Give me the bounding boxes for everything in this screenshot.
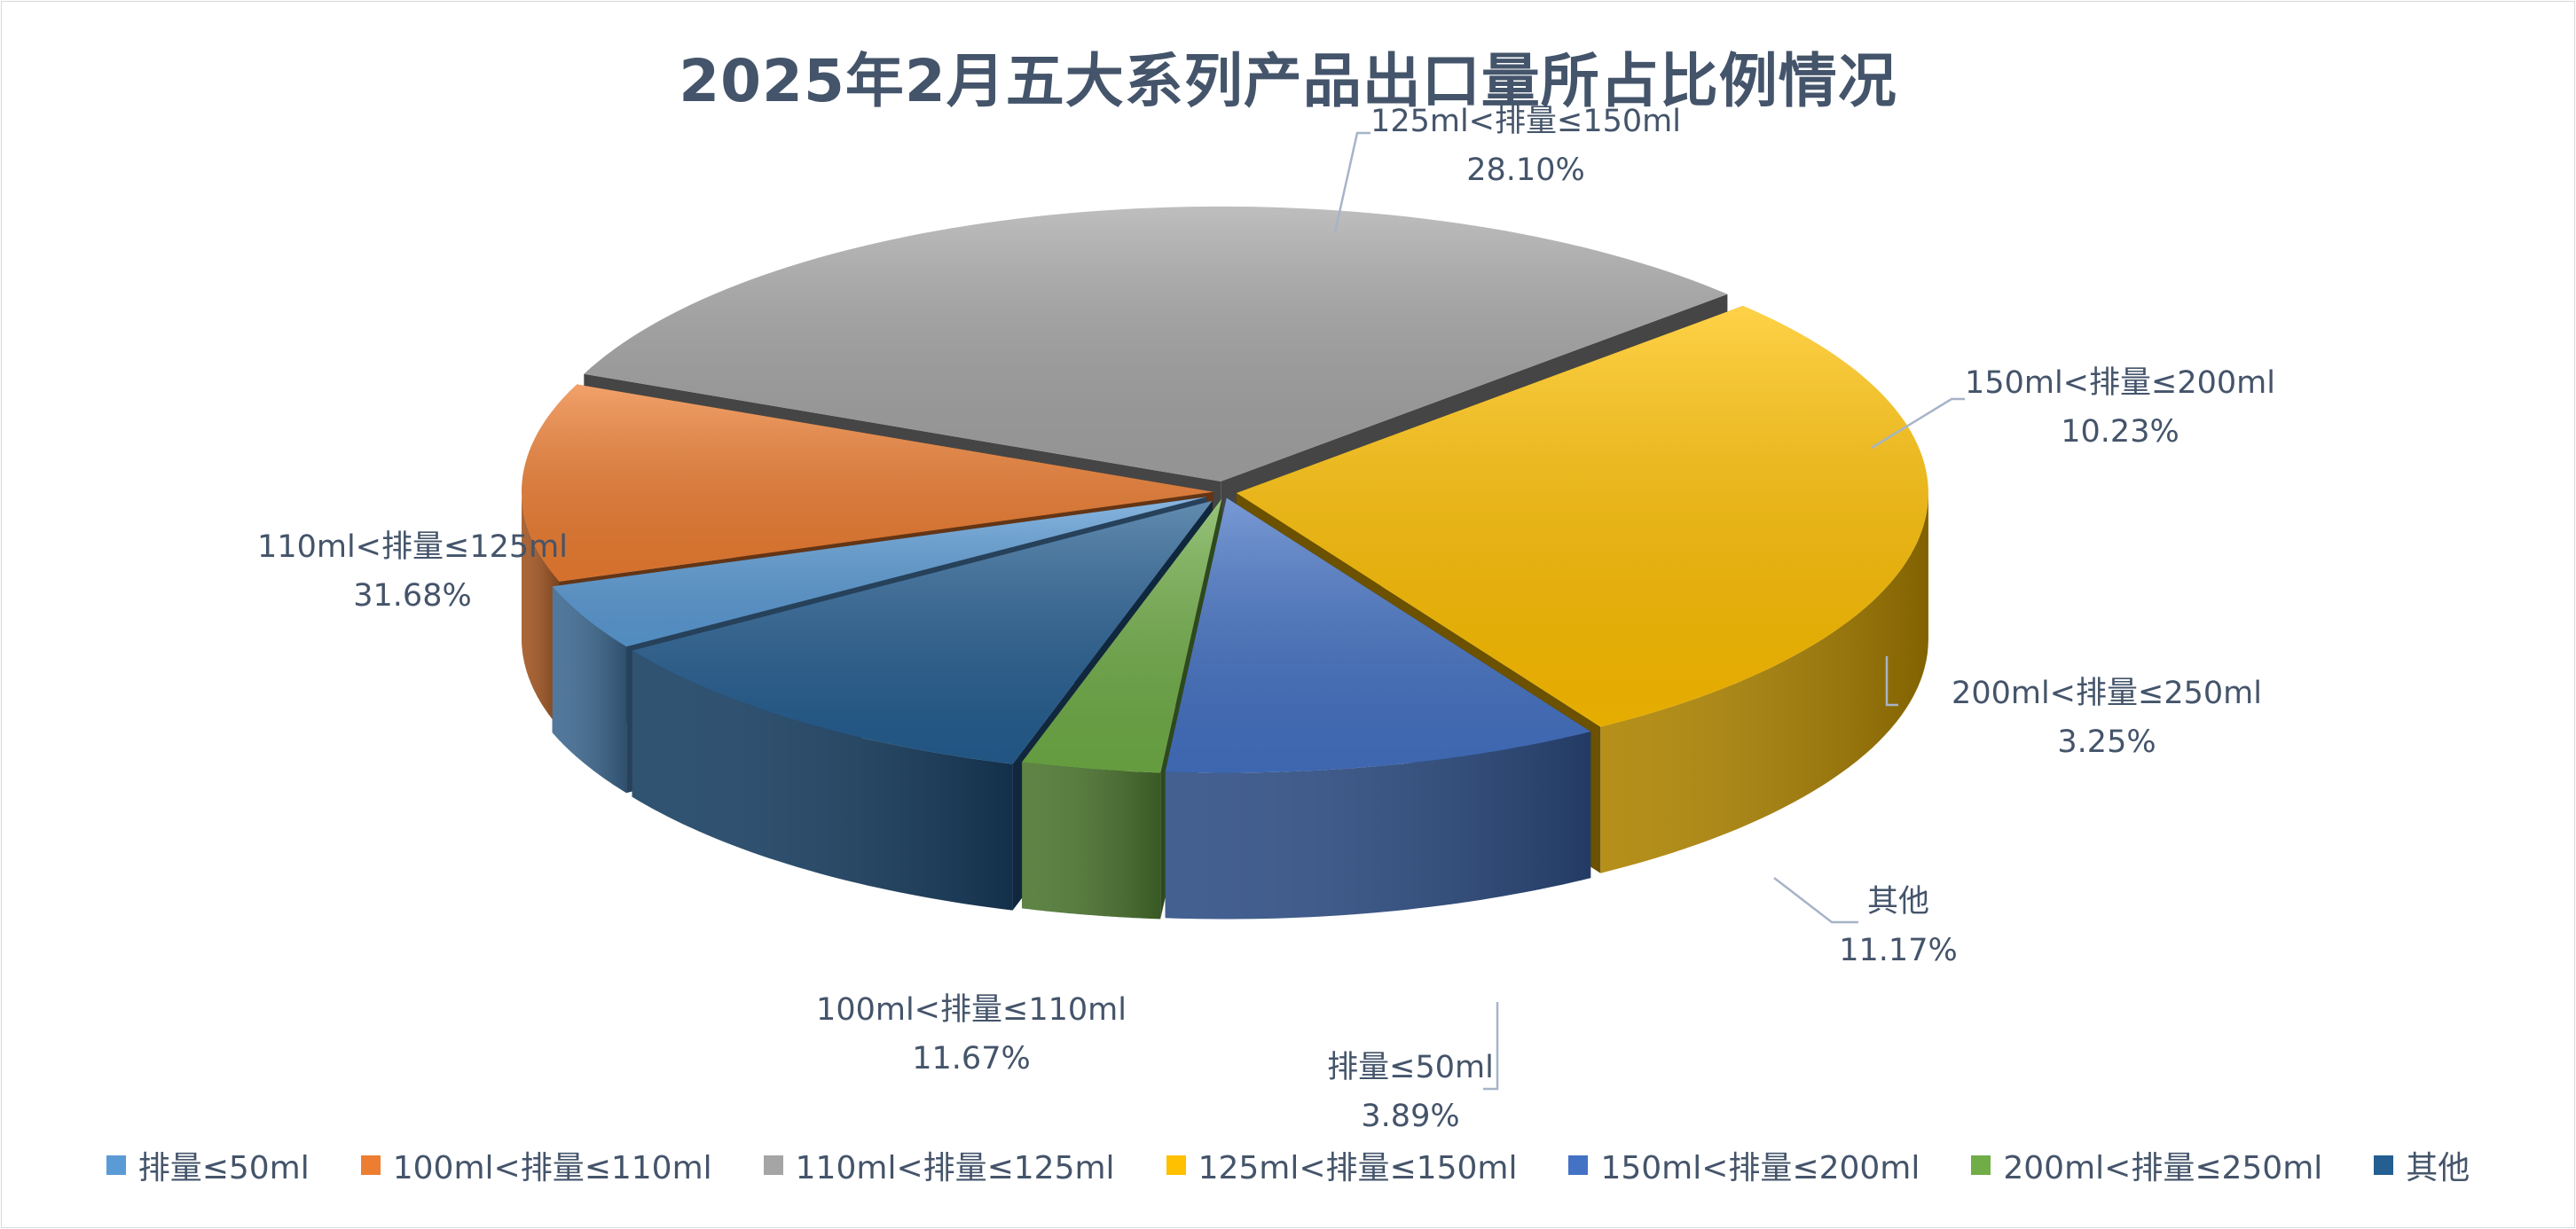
data-label-value: 3.25% xyxy=(2057,724,2156,760)
slice-side-shade xyxy=(522,491,560,728)
legend-item: 100ml<排量≤110ml xyxy=(360,1142,712,1188)
leader-lines xyxy=(1333,131,1965,1091)
legend-item: 200ml<排量≤250ml xyxy=(1971,1142,2322,1188)
legend-item: 110ml<排量≤125ml xyxy=(763,1142,1115,1188)
legend-swatch xyxy=(1166,1155,1186,1175)
legend-swatch xyxy=(2374,1155,2394,1175)
legend-swatch xyxy=(1971,1155,1991,1175)
pie-slice-shade xyxy=(1165,497,1591,773)
pie-tops xyxy=(522,206,1928,773)
data-label-category: 其他 xyxy=(1867,884,1929,920)
legend-label: 150ml<排量≤200ml xyxy=(1600,1150,1920,1186)
pie-slice-shade xyxy=(522,384,1213,582)
data-label-category: 150ml<排量≤200ml xyxy=(1965,365,2275,401)
data-label-category: 125ml<排量≤150ml xyxy=(1370,104,1681,139)
pie-slice-shade xyxy=(1236,305,1928,727)
legend-swatch xyxy=(106,1155,126,1175)
leader-line xyxy=(1871,397,1965,450)
legend-item: 125ml<排量≤150ml xyxy=(1166,1142,1518,1188)
leader-line xyxy=(1885,656,1898,707)
chart-title: 2025年2月五大系列产品出口量所占比例情况 xyxy=(679,47,1897,115)
data-label-category: 110ml<排量≤125ml xyxy=(257,529,568,565)
legend-swatch xyxy=(360,1155,381,1175)
legend-item: 排量≤50ml xyxy=(106,1142,310,1188)
legend-label: 100ml<排量≤110ml xyxy=(392,1150,712,1186)
legend-label: 其他 xyxy=(2406,1150,2470,1186)
leader-line xyxy=(1483,1002,1499,1091)
data-label-value: 31.68% xyxy=(353,578,471,614)
legend-label: 200ml<排量≤250ml xyxy=(2003,1150,2323,1186)
data-labels: 排量≤50ml 3.89% 100ml<排量≤110ml 11.67% 110ml<排量… xyxy=(257,104,2275,1134)
legend-label: 排量≤50ml xyxy=(137,1150,310,1186)
data-label-category: 200ml<排量≤250ml xyxy=(1952,676,2262,711)
data-label-value: 28.10% xyxy=(1466,153,1584,188)
data-label-value: 3.89% xyxy=(1361,1099,1459,1134)
legend-swatch xyxy=(763,1155,783,1175)
data-label-category: 100ml<排量≤110ml xyxy=(816,992,1127,1028)
slice-side-shade xyxy=(1165,732,1591,920)
pie-slice-shade xyxy=(632,500,1213,764)
legend-label: 110ml<排量≤125ml xyxy=(795,1150,1115,1186)
slice-side-shade xyxy=(1600,493,1928,873)
slice-side-shade xyxy=(632,650,1013,911)
leader-line xyxy=(1333,131,1370,233)
slice-side-shade xyxy=(1022,762,1161,920)
pie-slice-shade xyxy=(552,497,1207,647)
legend: 排量≤50ml 100ml<排量≤110ml 110ml<排量≤125ml 125ml… xyxy=(0,1142,2576,1188)
legend-label: 125ml<排量≤150ml xyxy=(1198,1150,1518,1186)
pie-slice-shade xyxy=(584,206,1728,481)
data-label-value: 11.67% xyxy=(912,1041,1030,1076)
legend-item: 其他 xyxy=(2374,1142,2470,1188)
data-label-value: 10.23% xyxy=(2061,414,2179,450)
slice-side-shade xyxy=(552,586,627,794)
leader-line xyxy=(1773,877,1858,924)
data-label-category: 排量≤50ml xyxy=(1327,1050,1494,1085)
legend-swatch xyxy=(1568,1155,1589,1175)
legend-item: 150ml<排量≤200ml xyxy=(1568,1142,1920,1188)
data-label-value: 11.17% xyxy=(1839,933,1957,968)
pie-slice-shade xyxy=(1022,498,1222,773)
